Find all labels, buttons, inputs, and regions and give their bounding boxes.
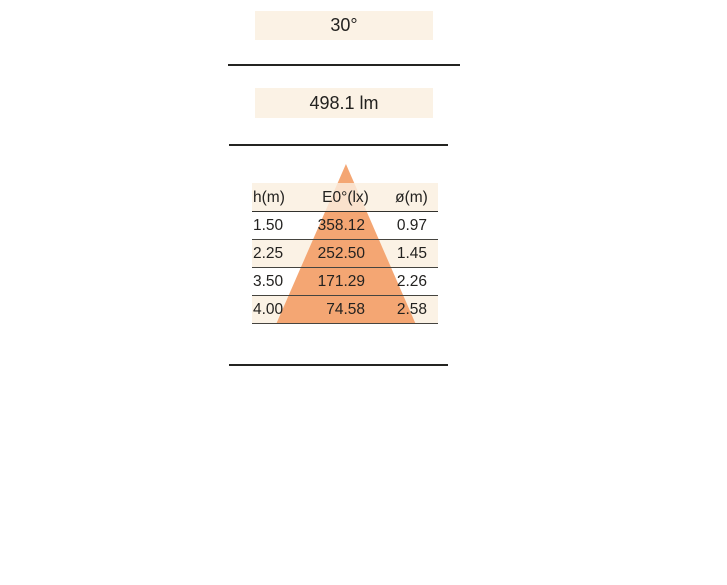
table-header-underline: [252, 210, 438, 213]
table-cell: 2.26: [396, 273, 427, 290]
table-row-separator: [252, 267, 438, 269]
divider-line-middle: [229, 144, 448, 146]
table-cell: 74.58: [326, 301, 365, 318]
table-cell: 3.50: [253, 273, 284, 290]
table-cell: 1.50: [253, 217, 284, 234]
flux-value: 498.1 lm: [309, 92, 379, 113]
column-header-illuminance: E0°(lx): [322, 188, 369, 206]
divider-line-bottom: [229, 364, 448, 366]
table-cell: 0.97: [396, 217, 427, 234]
table-row-separator: [252, 239, 438, 241]
table-header-overlay: [252, 183, 438, 212]
column-header-diameter: ø(m): [395, 188, 428, 206]
table-cell: 252.50: [317, 245, 365, 262]
illuminance-table: h(m) E0°(lx) ø(m) 1.50 358.12 0.97 2.25 …: [252, 183, 438, 324]
table-row-separator: [252, 295, 438, 297]
table-cell: 358.12: [317, 217, 365, 234]
table-cell: 171.29: [317, 273, 365, 290]
illuminance-table-block: h(m) E0°(lx) ø(m) 1.50 358.12 0.97 2.25 …: [252, 164, 438, 324]
column-header-height: h(m): [253, 188, 285, 206]
table-cell: 1.45: [396, 245, 427, 262]
table-cell: 4.00: [253, 301, 284, 318]
table-cell: 2.25: [253, 245, 284, 262]
table-bottom-border: [252, 322, 438, 324]
table-cell: 2.58: [396, 301, 427, 318]
flux-box: 498.1 lm: [255, 88, 433, 118]
polar-chart-block: 2184376558731092 -90° 90° -60° 60° -30° …: [0, 380, 727, 585]
beam-angle-box: 30°: [255, 11, 433, 40]
divider-line-top: [228, 64, 460, 66]
beam-angle-value: 30°: [330, 15, 358, 35]
